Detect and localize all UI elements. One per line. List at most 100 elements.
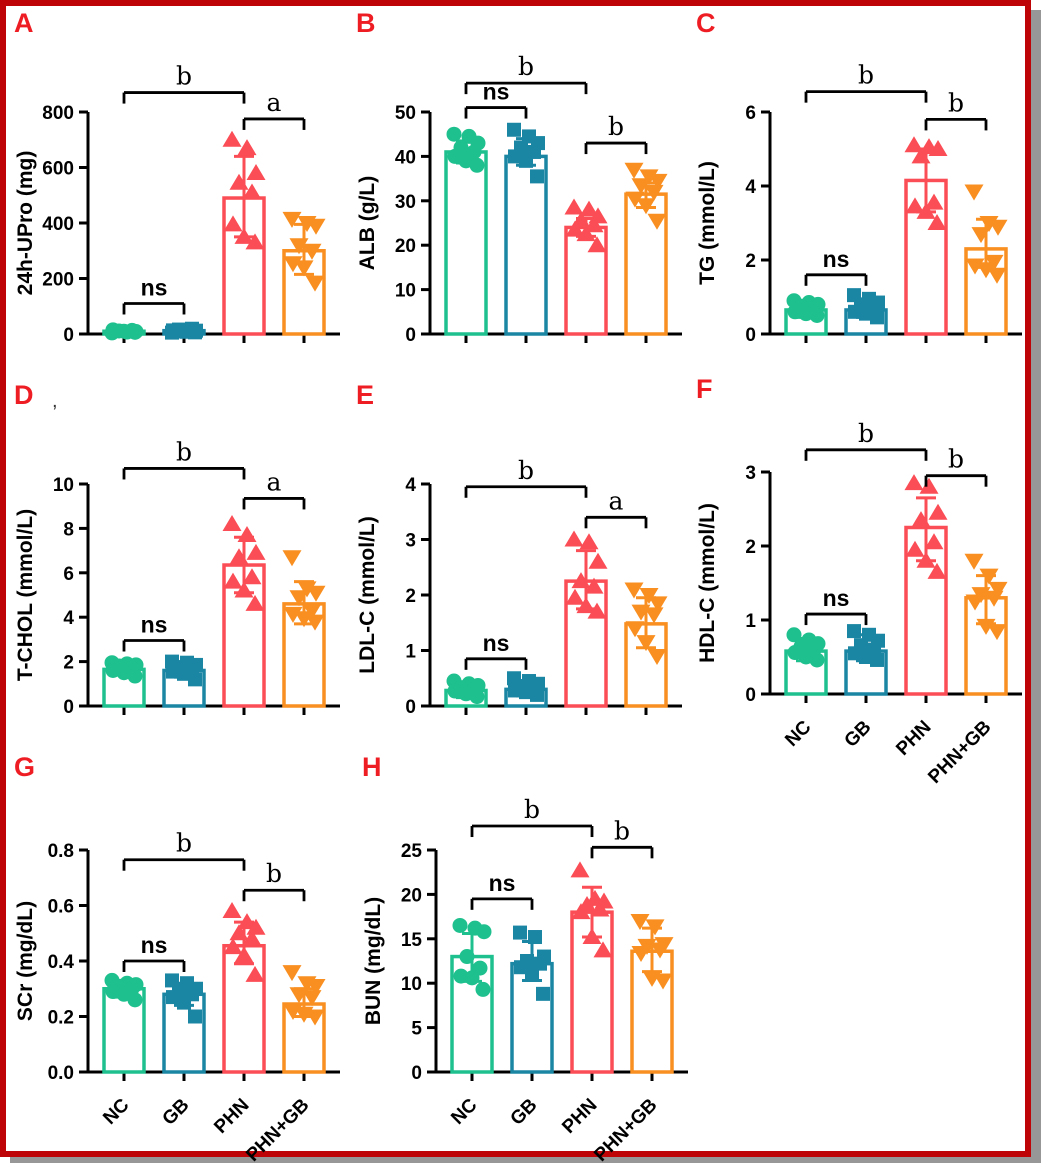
svg-text:SCr (mg/dL): SCr (mg/dL) — [14, 901, 37, 1021]
panel-f: F 0 1 2 3 HDL-C (mmol/L) b b ns NC GB PHN PHN+GB — [690, 374, 1026, 788]
panel-label-a: A — [14, 8, 34, 38]
svg-text:1: 1 — [405, 642, 416, 663]
panel-label-f: F — [696, 374, 713, 404]
svg-text:b: b — [524, 795, 540, 824]
svg-text:15: 15 — [401, 930, 423, 951]
svg-text:0: 0 — [405, 325, 416, 346]
figure-shadow-right — [1031, 10, 1041, 1157]
svg-text:GB: GB — [841, 717, 876, 752]
panel-label-h: H — [362, 752, 382, 782]
svg-text:1: 1 — [745, 611, 756, 632]
panel-d: D , 0 2 4 6 8 10 T-CHOL (mmol/L) b a ns — [8, 380, 344, 752]
svg-text:b: b — [948, 445, 964, 474]
svg-text:0: 0 — [411, 1063, 422, 1084]
svg-text:ns: ns — [141, 932, 168, 958]
svg-text:25: 25 — [401, 841, 423, 862]
figure-shadow-bottom — [10, 1157, 1041, 1163]
svg-text:800: 800 — [42, 103, 74, 124]
svg-text:ns: ns — [489, 870, 516, 896]
svg-text:LDL-C (mmol/L): LDL-C (mmol/L) — [356, 516, 379, 673]
svg-text:2: 2 — [405, 586, 416, 607]
svg-text:10: 10 — [401, 974, 422, 995]
svg-text:PHN: PHN — [892, 717, 935, 760]
svg-text:b: b — [608, 112, 624, 141]
svg-text:b: b — [858, 419, 874, 448]
chart-scr: 0.0 0.2 0.4 0.6 0.8 SCr (mg/dL) b b ns NC GB PHNPHN… — [14, 829, 340, 1163]
svg-text:20: 20 — [401, 885, 422, 906]
svg-text:b: b — [266, 859, 282, 888]
svg-text:4: 4 — [745, 177, 756, 198]
svg-text:2: 2 — [745, 537, 756, 558]
svg-text:BUN (mg/dL): BUN (mg/dL) — [362, 897, 385, 1025]
chart-tg: 0 2 4 6 TG (mmol/L) b b ns — [696, 61, 1022, 346]
svg-text:a: a — [267, 467, 282, 496]
svg-text:4: 4 — [405, 475, 416, 496]
svg-text:b: b — [518, 456, 534, 485]
svg-text:0.6: 0.6 — [48, 897, 74, 918]
panel-e: E 0 1 2 3 4 LDL-C (mmol/L) b a ns — [350, 380, 686, 752]
panel-label-g: G — [14, 752, 36, 782]
svg-text:HDL-C (mmol/L): HDL-C (mmol/L) — [696, 503, 719, 663]
svg-text:ns: ns — [483, 630, 510, 656]
svg-text:3: 3 — [405, 531, 416, 552]
svg-text:40: 40 — [395, 147, 416, 168]
svg-text:10: 10 — [395, 281, 416, 302]
svg-text:NC: NC — [99, 1094, 133, 1128]
svg-text:2: 2 — [63, 653, 74, 674]
svg-text:0.0: 0.0 — [48, 1063, 74, 1084]
svg-text:b: b — [518, 52, 534, 81]
svg-text:PHN+GB: PHN+GB — [242, 1095, 313, 1163]
svg-text:PHN: PHN — [558, 1095, 601, 1138]
panel-g: G 0.0 0.2 0.4 0.6 0.8 SCr (mg/dL) b b ns NC GB PHN P… — [8, 752, 354, 1163]
svg-text:24h-UPro (mg): 24h-UPro (mg) — [14, 151, 37, 296]
panel-c: C 0 2 4 6 TG (mmol/L) b b ns — [690, 8, 1026, 378]
chart-t-chol: 0 2 4 6 8 10 T-CHOL (mmol/L) b a ns — [14, 437, 340, 718]
svg-text:6: 6 — [745, 103, 756, 124]
svg-text:50: 50 — [395, 103, 416, 124]
svg-text:GB: GB — [159, 1095, 194, 1130]
svg-text:0: 0 — [63, 697, 74, 718]
svg-text:0: 0 — [745, 325, 756, 346]
chart-24h-upro: 0 200 400 600 800 24h-UPro (mg) b a ns — [14, 62, 340, 346]
chart-ldl-c: 0 1 2 3 4 LDL-C (mmol/L) b a ns — [356, 456, 682, 718]
svg-text:a: a — [267, 88, 282, 117]
svg-text:0.4: 0.4 — [48, 952, 75, 973]
panel-label-e: E — [356, 380, 375, 410]
svg-text:PHN+GB: PHN+GB — [924, 717, 995, 788]
panel-b: B 0 10 20 30 40 50 ALB (g/L) b ns b — [350, 8, 686, 378]
svg-text:3: 3 — [745, 463, 756, 484]
svg-text:0: 0 — [745, 685, 756, 706]
svg-text:ns: ns — [141, 274, 168, 300]
svg-text:0: 0 — [63, 325, 74, 346]
panel-label-c: C — [696, 8, 716, 38]
svg-text:6: 6 — [63, 564, 74, 585]
svg-text:0: 0 — [405, 697, 416, 718]
svg-text:b: b — [176, 62, 192, 91]
panel-h: H 0 5 10 15 20 25 BUN (mg/dL) b b ns NC GB PHN PHN+GB — [356, 752, 702, 1163]
svg-text:PHN: PHN — [210, 1095, 253, 1138]
svg-text:20: 20 — [395, 236, 416, 257]
svg-text:T-CHOL (mmol/L): T-CHOL (mmol/L) — [14, 509, 37, 681]
svg-text:4: 4 — [63, 608, 74, 629]
svg-text:b: b — [176, 437, 192, 466]
svg-text:0.8: 0.8 — [48, 841, 74, 862]
svg-text:30: 30 — [395, 192, 416, 213]
svg-text:0.2: 0.2 — [48, 1008, 74, 1029]
svg-text:b: b — [176, 829, 192, 858]
svg-text:ns: ns — [141, 612, 168, 638]
svg-text:5: 5 — [411, 1019, 422, 1040]
svg-text:NC: NC — [781, 716, 815, 750]
svg-text:ALB (g/L): ALB (g/L) — [356, 176, 379, 270]
svg-text:a: a — [609, 486, 624, 515]
svg-text:10: 10 — [53, 475, 74, 496]
svg-text:8: 8 — [63, 519, 74, 540]
svg-text:ns: ns — [823, 585, 850, 611]
svg-text:b: b — [614, 816, 630, 845]
panel-d-note: , — [52, 390, 58, 412]
svg-text:600: 600 — [42, 159, 74, 180]
svg-text:2: 2 — [745, 251, 756, 272]
svg-text:GB: GB — [507, 1095, 542, 1130]
